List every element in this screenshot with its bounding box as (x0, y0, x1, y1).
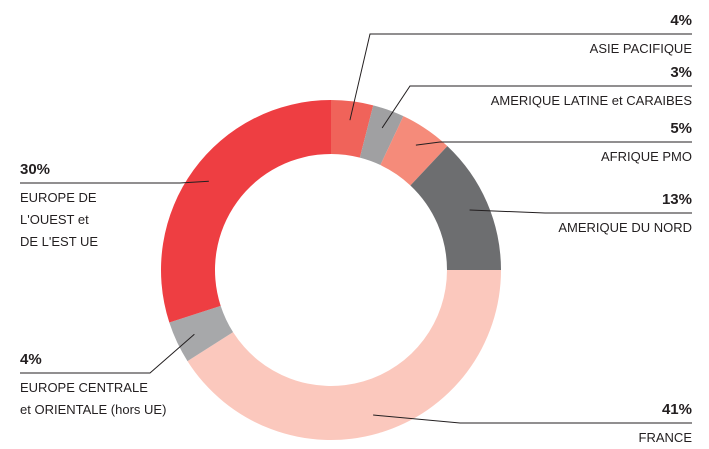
value-label: 13% (661, 191, 692, 208)
donut-segment (359, 105, 404, 166)
leader-line (349, 33, 692, 121)
category-label: EUROPE CENTRALE et ORIENTALE (hors UE) (20, 380, 167, 417)
donut-segment (169, 305, 234, 362)
value-label: 4% (670, 12, 692, 29)
donut-segment (331, 100, 374, 158)
leader-line (381, 85, 692, 129)
category-label: ASIE PACIFIQUE (589, 41, 692, 56)
category-label: AFRIQUE PMO (600, 149, 692, 164)
leader-line (20, 180, 209, 184)
value-label: 30% (20, 161, 51, 178)
category-label: AMERIQUE LATINE et CARAIBES (490, 93, 692, 108)
value-label: 5% (670, 120, 692, 137)
leader-line (469, 209, 692, 214)
value-label: 3% (670, 64, 692, 81)
category-label: FRANCE (638, 430, 692, 445)
value-label: 4% (20, 351, 42, 368)
category-label: EUROPE DE L'OUEST et DE L'EST UE (20, 190, 99, 249)
leader-line (20, 333, 195, 374)
value-label: 41% (661, 401, 692, 418)
donut-segment (410, 146, 501, 270)
leader-line (415, 141, 692, 146)
donut-segment (187, 270, 502, 441)
category-label: AMERIQUE DU NORD (558, 220, 692, 235)
leader-line (373, 414, 692, 424)
donut-segment (380, 116, 448, 186)
donut-segment (161, 100, 331, 323)
